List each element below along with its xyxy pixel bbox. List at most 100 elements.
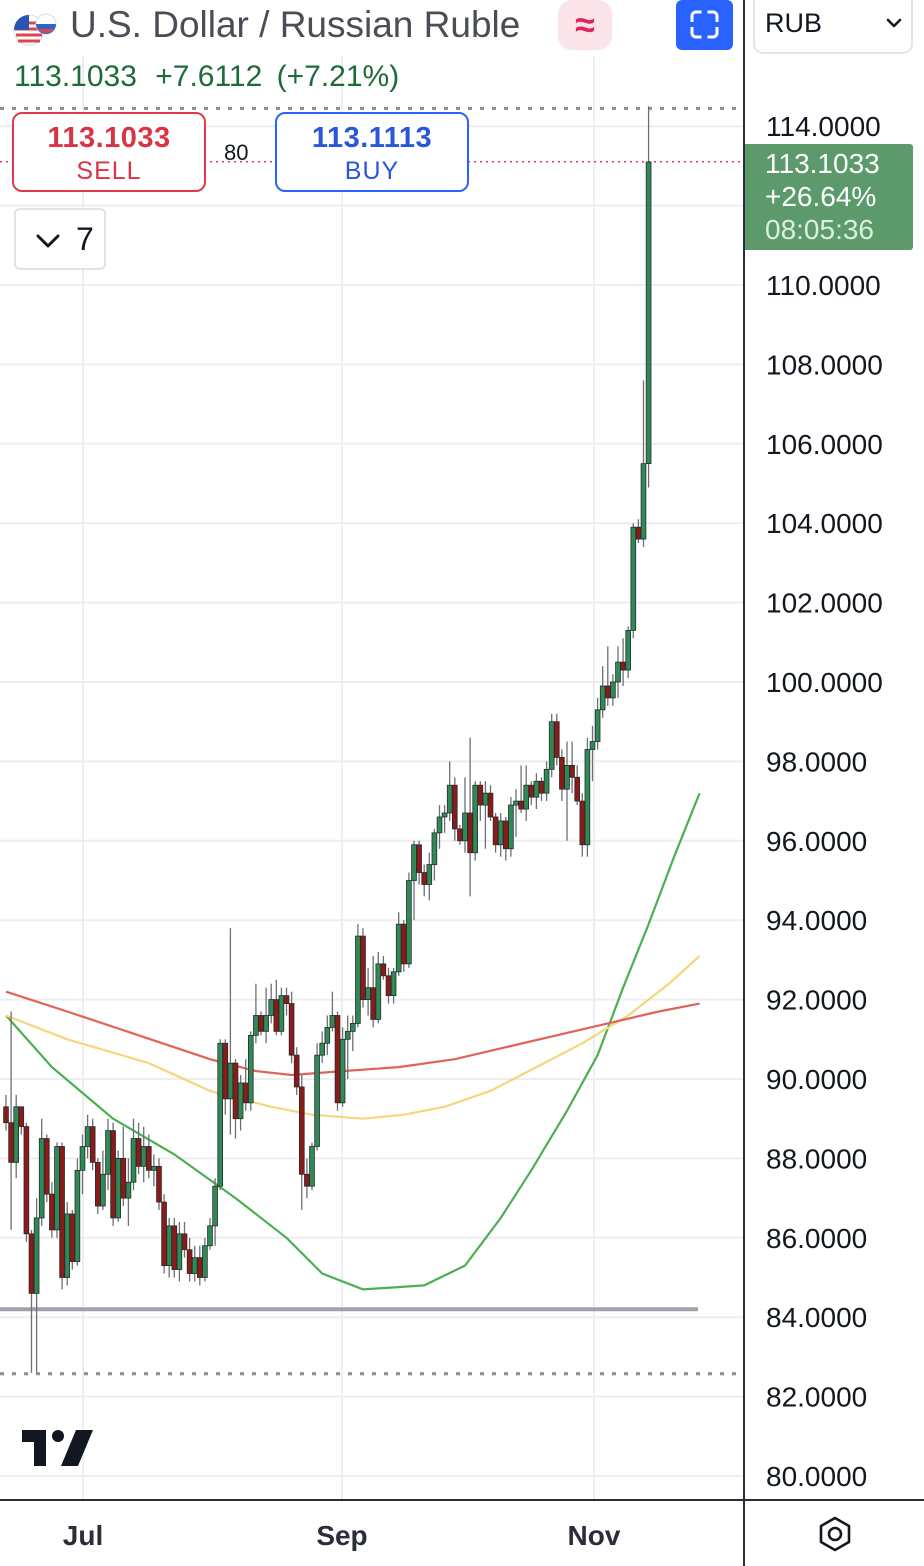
candle xyxy=(202,1237,208,1282)
candle-body xyxy=(232,1062,239,1120)
candle xyxy=(324,1015,331,1056)
candle xyxy=(395,912,402,976)
candle xyxy=(365,967,371,1016)
candle xyxy=(89,1118,96,1171)
candle xyxy=(584,737,591,857)
candle xyxy=(360,928,366,1008)
candle xyxy=(543,761,550,802)
fullscreen-icon xyxy=(688,8,721,41)
candle-body xyxy=(472,784,478,854)
tradingview-logo[interactable] xyxy=(22,1428,94,1468)
candle-body xyxy=(605,685,611,699)
symbol-title[interactable]: U.S. Dollar / Russian Ruble xyxy=(70,4,521,45)
candle xyxy=(554,713,560,766)
candle-body xyxy=(594,709,601,742)
candle xyxy=(620,638,626,686)
candle-body xyxy=(518,800,524,810)
badge-change-percent: +26.64% xyxy=(765,181,877,212)
candle-body xyxy=(242,1082,249,1104)
candle-body xyxy=(523,784,529,810)
candle-body xyxy=(288,1003,295,1056)
candle-body xyxy=(268,999,274,1016)
candle-body xyxy=(543,768,550,794)
candle xyxy=(95,1158,101,1214)
candle xyxy=(508,797,514,857)
candle-body xyxy=(38,1138,45,1219)
candle-body xyxy=(477,784,484,806)
candle xyxy=(314,1043,320,1151)
candle xyxy=(181,1221,188,1258)
candle xyxy=(212,1178,218,1246)
candle-body xyxy=(278,995,285,1032)
candle-body xyxy=(309,1146,315,1187)
candle-body xyxy=(451,784,458,830)
candle-body xyxy=(538,780,545,794)
candle-body xyxy=(135,1138,142,1167)
candle-body xyxy=(630,526,637,631)
chevron-down-icon xyxy=(886,18,902,28)
buy-button[interactable]: 113.1113 BUY xyxy=(275,112,469,192)
candle xyxy=(237,1075,244,1131)
sell-button[interactable]: 113.1033 SELL xyxy=(12,112,206,192)
candle xyxy=(564,741,570,841)
candle-body xyxy=(584,749,591,846)
currency-select[interactable]: RUB xyxy=(753,0,913,54)
candle-body xyxy=(125,1181,132,1199)
candle-body xyxy=(181,1233,188,1251)
candle-body xyxy=(237,1082,244,1120)
candle xyxy=(610,674,616,706)
fullscreen-button[interactable] xyxy=(676,0,733,50)
candle xyxy=(176,1221,183,1282)
wave-button[interactable]: ≈ xyxy=(558,0,612,50)
candle xyxy=(196,1245,203,1286)
candle-body xyxy=(615,661,621,683)
moving-averages xyxy=(5,792,701,1291)
candle-body xyxy=(8,1122,14,1163)
y-tick-label: 96.0000 xyxy=(766,826,867,857)
candle xyxy=(100,1150,106,1211)
candle-body xyxy=(579,800,586,846)
candle-body xyxy=(640,463,647,540)
candle xyxy=(171,1217,178,1278)
candle-body xyxy=(319,1042,325,1056)
candle xyxy=(630,523,637,639)
candle-body xyxy=(645,161,652,465)
candle xyxy=(645,106,652,488)
candle-body xyxy=(258,1015,264,1032)
y-tick-label: 80.0000 xyxy=(766,1461,867,1492)
candle-body xyxy=(161,1201,167,1266)
candle xyxy=(125,1158,132,1226)
candle xyxy=(339,1027,346,1107)
us-ru-flag-icon xyxy=(13,13,57,46)
candle-body xyxy=(69,1213,76,1263)
settings-icon[interactable] xyxy=(816,1515,854,1553)
candle-body xyxy=(95,1161,101,1207)
candle xyxy=(222,1039,229,1115)
candle-body xyxy=(145,1146,152,1171)
candle xyxy=(548,713,555,778)
indicators-toggle[interactable]: 7 xyxy=(14,208,106,270)
candle-body xyxy=(202,1245,208,1278)
candle xyxy=(207,1217,213,1250)
candle xyxy=(472,781,478,861)
candle-body xyxy=(314,1054,320,1147)
candle-body xyxy=(421,872,427,885)
price-change-percent: (+7.21%) xyxy=(276,60,400,93)
candle xyxy=(8,1011,14,1230)
candle xyxy=(574,765,580,806)
candle xyxy=(64,1202,71,1286)
candle xyxy=(344,1015,351,1079)
y-tick-label: 100.0000 xyxy=(766,667,883,698)
wave-icon: ≈ xyxy=(575,4,595,45)
candle-body xyxy=(44,1138,50,1195)
candle-body xyxy=(385,975,392,997)
candle xyxy=(227,928,234,1135)
y-tick-label: 90.0000 xyxy=(766,1064,867,1095)
candle xyxy=(288,991,295,1064)
candle xyxy=(191,1245,198,1282)
candle-body xyxy=(304,1173,310,1187)
y-tick-label: 98.0000 xyxy=(766,746,867,777)
candle-body xyxy=(502,820,509,850)
candle-body xyxy=(441,812,448,818)
